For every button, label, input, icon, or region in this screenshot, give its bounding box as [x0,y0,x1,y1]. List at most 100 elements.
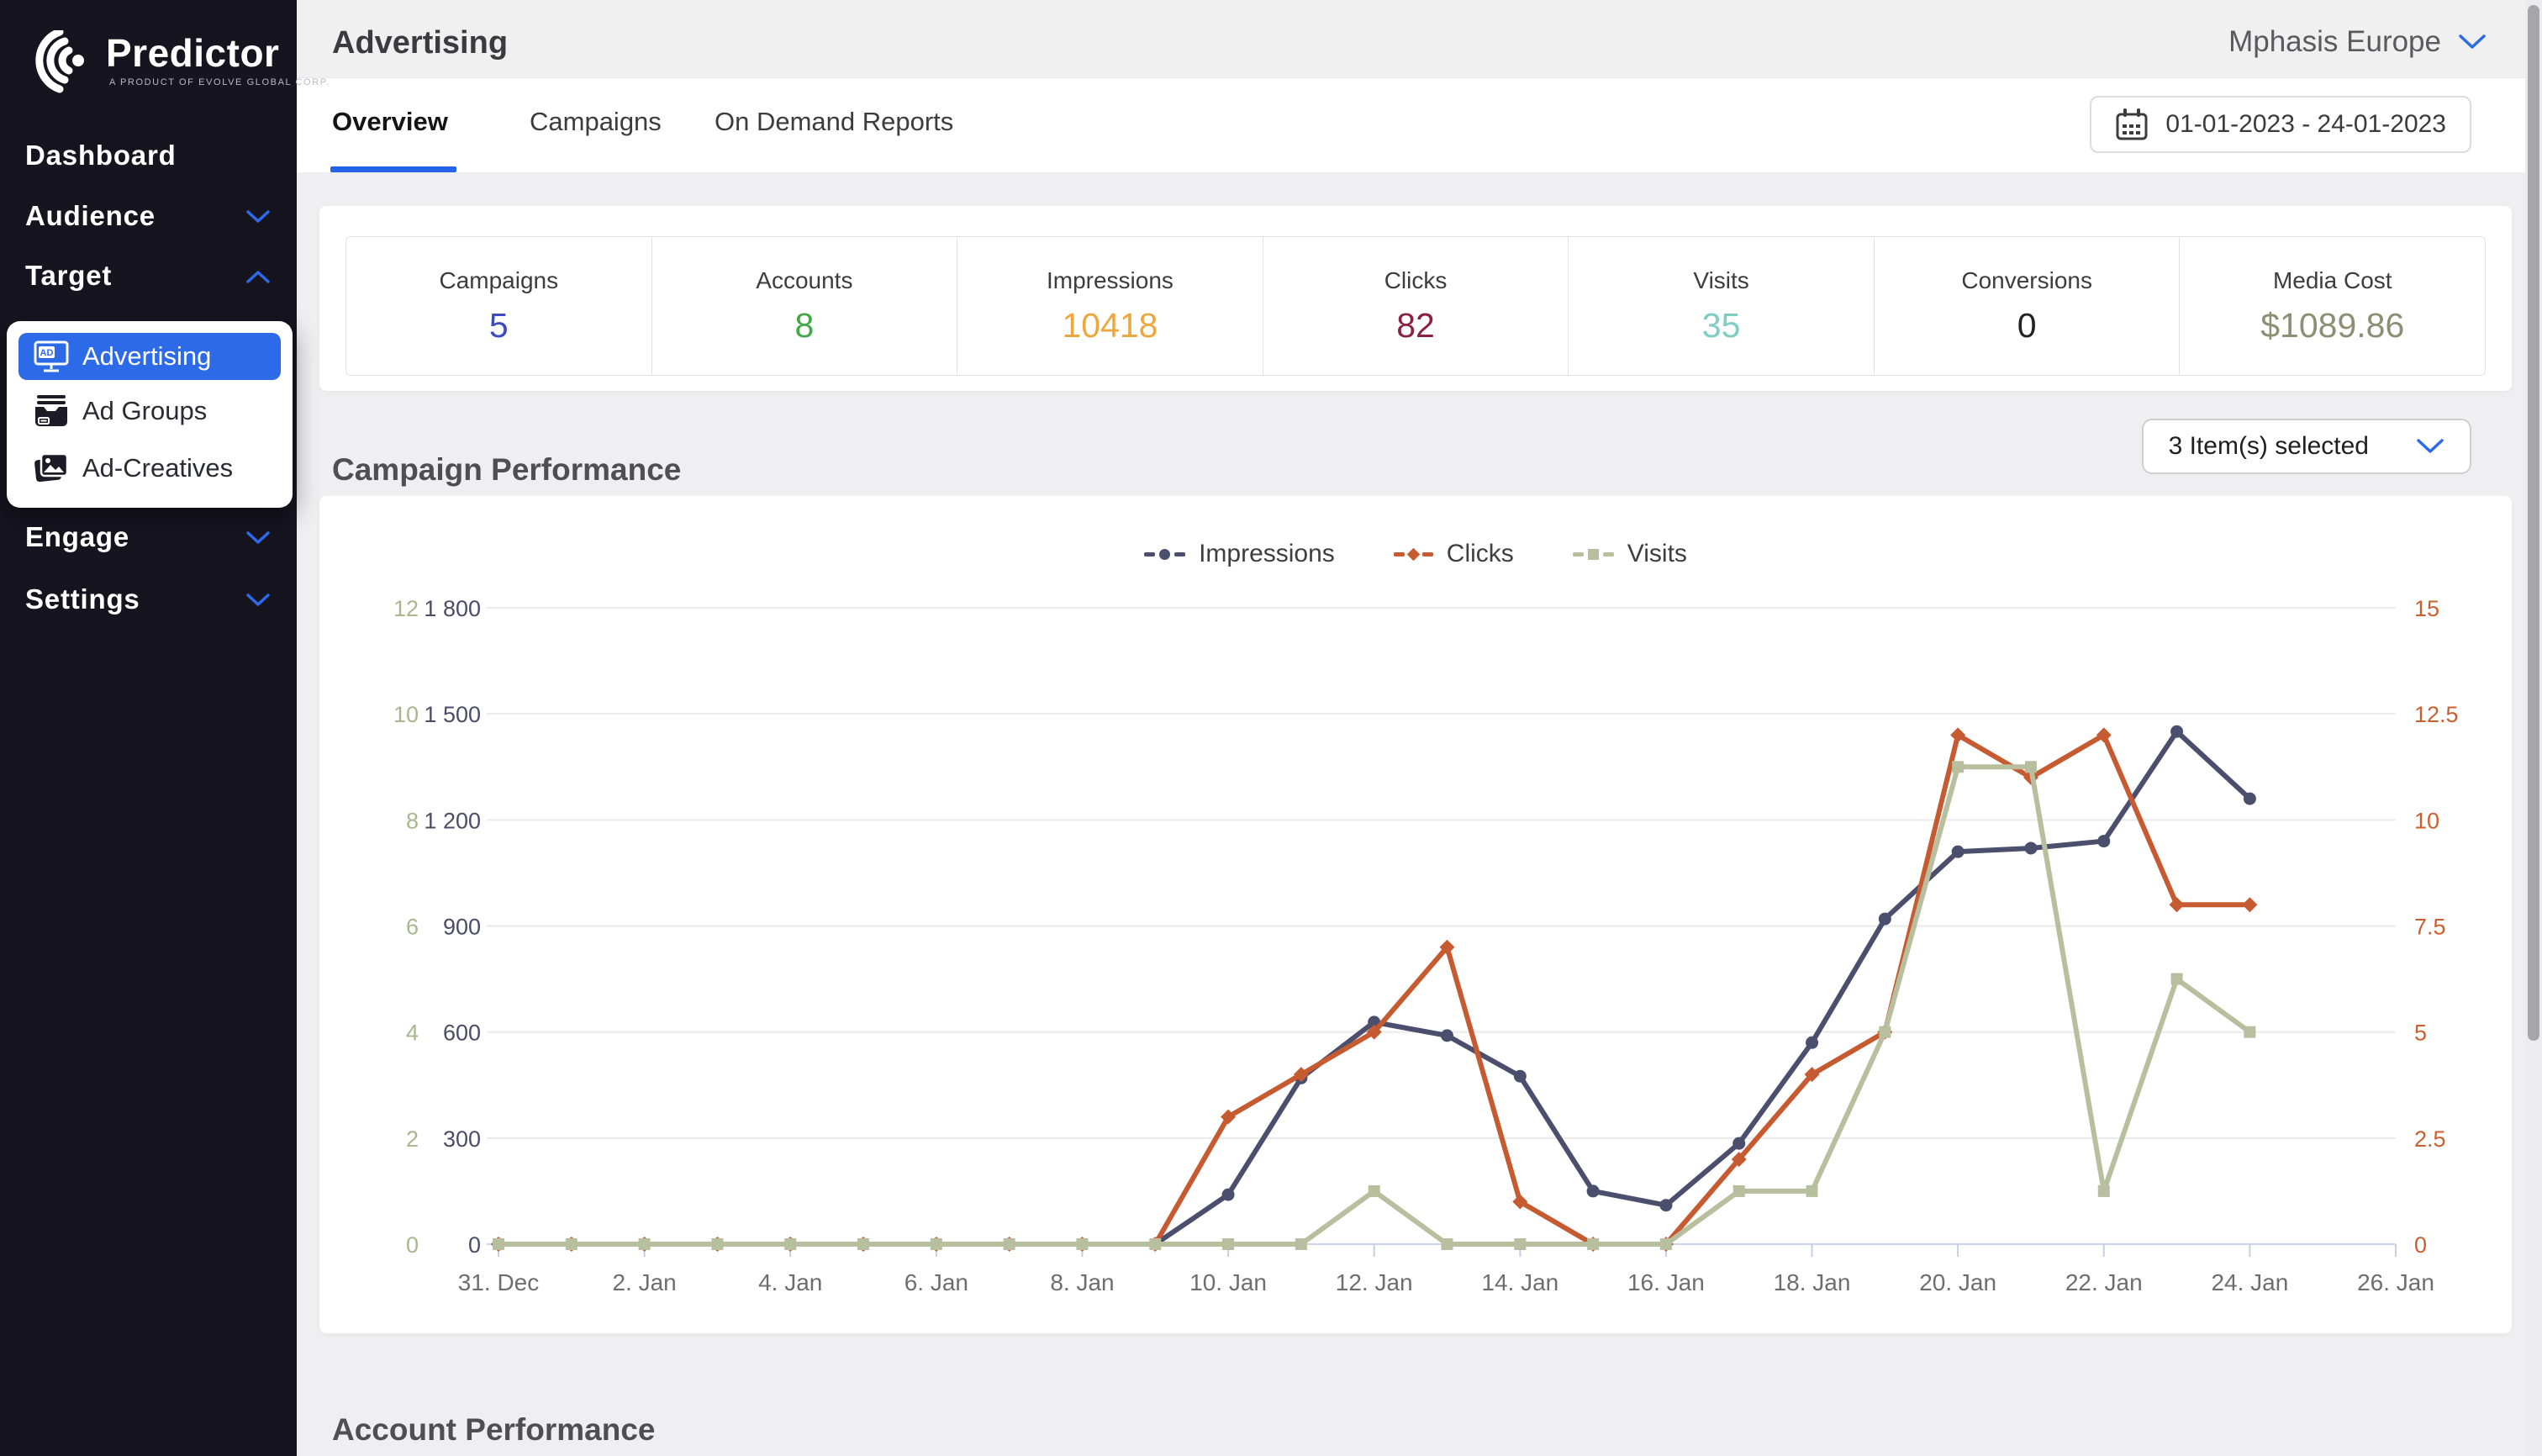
stat-accounts: Accounts 8 [652,237,958,375]
series-point-visits [1879,1026,1891,1038]
legend-visits[interactable]: Visits [1573,540,1687,568]
svg-text:8: 8 [406,808,419,833]
sidebar-item-settings[interactable]: Settings [0,582,297,620]
svg-text:1 800: 1 800 [424,596,481,621]
stat-clicks: Clicks 82 [1263,237,1569,375]
sidebar-item-advertising[interactable]: AD Advertising [18,333,281,380]
series-point-visits [493,1238,504,1250]
account-name: Mphasis Europe [2228,25,2441,59]
svg-text:1 200: 1 200 [424,808,481,833]
series-point-impressions [1952,846,1965,858]
series-point-visits [1149,1238,1161,1250]
series-point-visits [1442,1238,1453,1250]
series-point-visits [1222,1238,1234,1250]
svg-text:7.5: 7.5 [2414,915,2446,940]
series-point-visits [1587,1238,1599,1250]
svg-text:10: 10 [2414,808,2439,833]
campaign-performance-chart: 1 8001 5001 20090060030001210864201512.5… [319,588,2512,1320]
tab-overview[interactable]: Overview [332,107,448,137]
sidebar-item-ad-groups[interactable]: Ad Groups [18,392,281,430]
series-point-impressions [1587,1184,1600,1197]
svg-text:10. Jan: 10. Jan [1189,1269,1267,1295]
legend-impressions[interactable]: Impressions [1144,540,1335,568]
svg-text:12. Jan: 12. Jan [1336,1269,1413,1295]
series-point-impressions [1222,1189,1235,1201]
sidebar: Predictor A PRODUCT OF EVOLVE GLOBAL COR… [0,0,297,1456]
scrollbar-thumb[interactable] [2528,5,2539,1041]
sidebar-item-dashboard[interactable]: Dashboard [0,138,297,177]
svg-text:2: 2 [406,1126,419,1152]
legend-swatch [1573,549,1614,560]
chevron-down-icon [246,593,270,607]
svg-text:6: 6 [406,915,419,940]
svg-text:0: 0 [468,1232,481,1258]
svg-text:0: 0 [2414,1232,2427,1258]
active-tab-underline [330,166,456,172]
logo-subtitle: A PRODUCT OF EVOLVE GLOBAL CORP. [109,77,330,87]
svg-text:6. Jan: 6. Jan [904,1269,968,1295]
legend-swatch [1144,549,1185,560]
svg-text:600: 600 [443,1021,481,1046]
legend-clicks[interactable]: Clicks [1394,540,1514,568]
series-point-visits [2098,1185,2110,1197]
chevron-down-icon [246,210,270,224]
sidebar-item-target[interactable]: Target [0,258,297,297]
date-range-text: 01-01-2023 - 24-01-2023 [2165,110,2446,139]
stat-impressions: Impressions 10418 [957,237,1263,375]
series-point-visits [1660,1238,1672,1250]
series-point-visits [931,1238,942,1250]
logo-title: Predictor [106,30,279,76]
svg-text:16. Jan: 16. Jan [1627,1269,1705,1295]
sidebar-item-ad-creatives[interactable]: Ad-Creatives [18,449,281,488]
svg-text:5: 5 [2414,1021,2427,1046]
svg-text:300: 300 [443,1126,481,1152]
series-point-impressions [2170,725,2183,738]
series-point-visits [1806,1185,1818,1197]
scrollbar-track [2525,0,2542,1456]
series-line-clicks [498,735,2249,1244]
kpi-summary-card: Campaigns 5 Accounts 8 Impressions 10418… [319,206,2512,391]
series-point-visits [784,1238,796,1250]
stat-media-cost: Media Cost $1089.86 [2180,237,2485,375]
svg-text:2.5: 2.5 [2414,1126,2446,1152]
chart-legend: Impressions Clicks Visits [319,540,2512,568]
series-point-visits [639,1238,651,1250]
calendar-icon [2115,108,2149,141]
series-point-impressions [1441,1029,1453,1042]
series-line-visits [498,767,2249,1244]
series-point-impressions [1806,1037,1818,1049]
campaign-selector-dropdown[interactable]: 3 Item(s) selected [2142,419,2471,474]
legend-swatch [1394,550,1433,559]
series-point-impressions [2024,841,2037,854]
svg-text:20. Jan: 20. Jan [1919,1269,1996,1295]
tab-campaigns[interactable]: Campaigns [530,107,662,137]
sidebar-item-audience[interactable]: Audience [0,198,297,237]
svg-text:14. Jan: 14. Jan [1481,1269,1558,1295]
sidebar-item-engage[interactable]: Engage [0,520,297,558]
date-range-picker[interactable]: 01-01-2023 - 24-01-2023 [2090,96,2471,153]
series-point-visits [1295,1238,1307,1250]
archive-drawer-icon [34,394,69,428]
svg-text:1 500: 1 500 [424,702,481,727]
svg-text:AD: AD [40,348,54,358]
series-point-clicks [2170,897,2185,912]
account-picker[interactable]: Mphasis Europe [2228,25,2487,59]
series-point-impressions [2097,835,2110,847]
stat-conversions: Conversions 0 [1875,237,2181,375]
svg-text:0: 0 [406,1232,419,1258]
campaign-performance-title: Campaign Performance [332,452,681,488]
series-point-visits [1733,1185,1745,1197]
series-point-visits [1076,1238,1088,1250]
stat-campaigns: Campaigns 5 [346,237,652,375]
series-point-impressions [1879,913,1891,926]
svg-text:12.5: 12.5 [2414,702,2459,727]
tab-on-demand-reports[interactable]: On Demand Reports [715,107,953,137]
series-point-impressions [2244,793,2256,805]
series-point-impressions [1514,1070,1527,1083]
tab-bar: Overview Campaigns On Demand Reports 01-… [297,78,2542,172]
app-logo: Predictor A PRODUCT OF EVOLVE GLOBAL COR… [22,29,274,96]
series-point-visits [2244,1026,2255,1038]
series-point-visits [1514,1238,1526,1250]
svg-text:18. Jan: 18. Jan [1774,1269,1851,1295]
chevron-down-icon [2458,34,2487,50]
